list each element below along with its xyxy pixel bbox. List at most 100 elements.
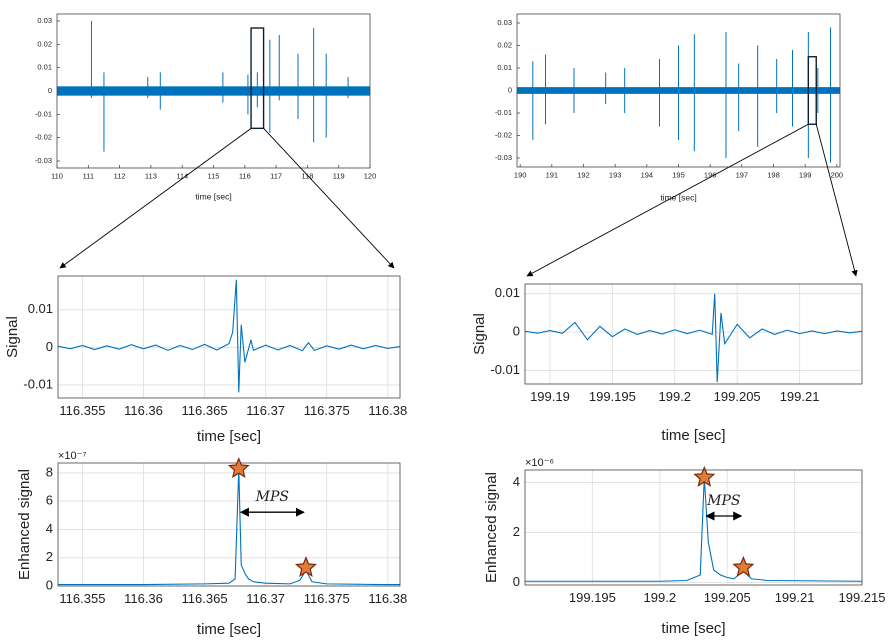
zoom-box — [250, 27, 265, 130]
x-tick-label: 111 — [83, 172, 94, 181]
annotation: MPS — [255, 489, 289, 505]
y-tick-label: 0 — [48, 86, 52, 95]
x-tick-label: 199 — [799, 171, 812, 180]
y-tick-label: 0.01 — [497, 63, 512, 72]
y-tick-label: 0 — [46, 577, 53, 592]
plot-frame — [57, 275, 401, 399]
plot-area — [58, 463, 400, 586]
x-tick-label: 116.365 — [182, 403, 228, 418]
noise-band — [57, 86, 370, 96]
y-tick-label: 0.01 — [28, 301, 53, 316]
x-tick-label: 199.21 — [780, 389, 820, 404]
y-tick-label: 0.01 — [495, 285, 520, 300]
x-tick-label: 197 — [736, 171, 749, 180]
x-tick-label: 116.375 — [304, 591, 350, 606]
y-tick-label: 2 — [46, 549, 53, 564]
x-tick-label: 118 — [301, 172, 313, 181]
plot-frame — [57, 462, 401, 587]
y-tick-label: 0.03 — [497, 18, 512, 27]
y-tick-label: -0.01 — [490, 362, 520, 377]
y-tick-label: -0.03 — [495, 153, 512, 162]
y-tick-label: 0 — [46, 339, 53, 354]
x-tick-label: 116.365 — [182, 591, 228, 606]
x-axis-label: time [sec] — [197, 428, 261, 445]
x-tick-label: 116.37 — [246, 403, 285, 418]
zoom-connector — [815, 124, 858, 277]
x-tick-label: 116.355 — [59, 591, 105, 606]
peak-star — [732, 555, 755, 577]
y-tick-label: -0.02 — [35, 133, 52, 142]
y-tick-label: 0.02 — [497, 40, 512, 49]
x-tick-label: 199.205 — [714, 389, 761, 404]
zoom-connector — [526, 123, 809, 277]
y-tick-label: 0 — [508, 85, 512, 94]
x-tick-label: 200 — [831, 171, 844, 180]
x-tick-label: 116.38 — [368, 403, 407, 418]
y-tick-label: -0.01 — [23, 376, 53, 391]
signal-line — [525, 477, 863, 582]
x-tick-label: 116.375 — [304, 403, 350, 418]
x-tick-label: 115 — [208, 172, 220, 181]
x-tick-label: 114 — [176, 172, 188, 181]
plot-frame — [56, 13, 371, 169]
peak-star — [693, 465, 716, 487]
x-tick-label: 116.36 — [124, 591, 163, 606]
signal-line — [58, 468, 400, 586]
x-tick-label: 119 — [333, 172, 345, 181]
y-tick-label: 6 — [46, 493, 53, 508]
y-tick-label: 0 — [513, 574, 520, 589]
x-tick-label: 199.195 — [569, 590, 616, 605]
y-tick-label: -0.03 — [35, 156, 52, 165]
x-axis-label: time [sec] — [661, 620, 725, 637]
signal-line — [524, 293, 863, 383]
x-tick-label: 199.2 — [644, 590, 677, 605]
peak-star — [294, 556, 318, 577]
signal-line — [57, 279, 401, 393]
x-tick-label: 199.19 — [530, 389, 570, 404]
x-tick-label: 199.21 — [775, 590, 815, 605]
y-axis-label: Signal — [471, 313, 488, 355]
plot-area — [525, 470, 862, 585]
x-tick-label: 199.2 — [659, 389, 692, 404]
x-tick-label: 190 — [514, 171, 527, 180]
x-tick-label: 191 — [546, 171, 559, 180]
y-tick-label: 4 — [513, 474, 520, 489]
y-tick-label: -0.01 — [35, 109, 52, 118]
y-axis-label: Signal — [4, 316, 21, 358]
plot-frame — [524, 469, 863, 586]
plot-area — [525, 284, 862, 384]
annotation: MPS — [706, 493, 740, 509]
x-tick-label: 116 — [239, 172, 251, 181]
y-exponent-label: ×10⁻⁷ — [58, 450, 86, 462]
x-tick-label: 113 — [145, 172, 157, 181]
y-tick-label: 0.01 — [37, 63, 52, 72]
x-tick-label: 116.36 — [124, 403, 163, 418]
y-exponent-label: ×10⁻⁶ — [525, 457, 554, 469]
x-tick-label: 116.355 — [59, 403, 105, 418]
x-tick-label: 110 — [51, 172, 63, 181]
y-tick-label: -0.01 — [495, 108, 512, 117]
y-tick-label: 0.03 — [37, 16, 52, 25]
plot-frame — [516, 13, 841, 168]
x-axis-label: time [sec] — [195, 191, 231, 201]
peak-star — [227, 457, 250, 478]
y-tick-label: -0.02 — [495, 130, 512, 139]
y-tick-label: 4 — [46, 521, 53, 536]
zoom-connector — [59, 127, 252, 269]
plot-area — [58, 276, 400, 398]
y-tick-label: 8 — [46, 464, 53, 479]
x-tick-label: 120 — [364, 172, 377, 181]
y-axis-label: Enhanced signal — [16, 469, 33, 580]
x-tick-label: 198 — [767, 171, 780, 180]
x-axis-label: time [sec] — [660, 192, 696, 202]
x-tick-label: 116.37 — [246, 591, 285, 606]
x-tick-label: 196 — [704, 171, 717, 180]
y-tick-label: 0 — [513, 324, 520, 339]
x-tick-label: 199.205 — [704, 590, 751, 605]
zoom-connector — [263, 128, 395, 269]
x-tick-label: 194 — [641, 171, 654, 180]
x-axis-label: time [sec] — [197, 621, 261, 638]
x-tick-label: 117 — [270, 172, 282, 181]
x-tick-label: 199.215 — [839, 590, 886, 605]
